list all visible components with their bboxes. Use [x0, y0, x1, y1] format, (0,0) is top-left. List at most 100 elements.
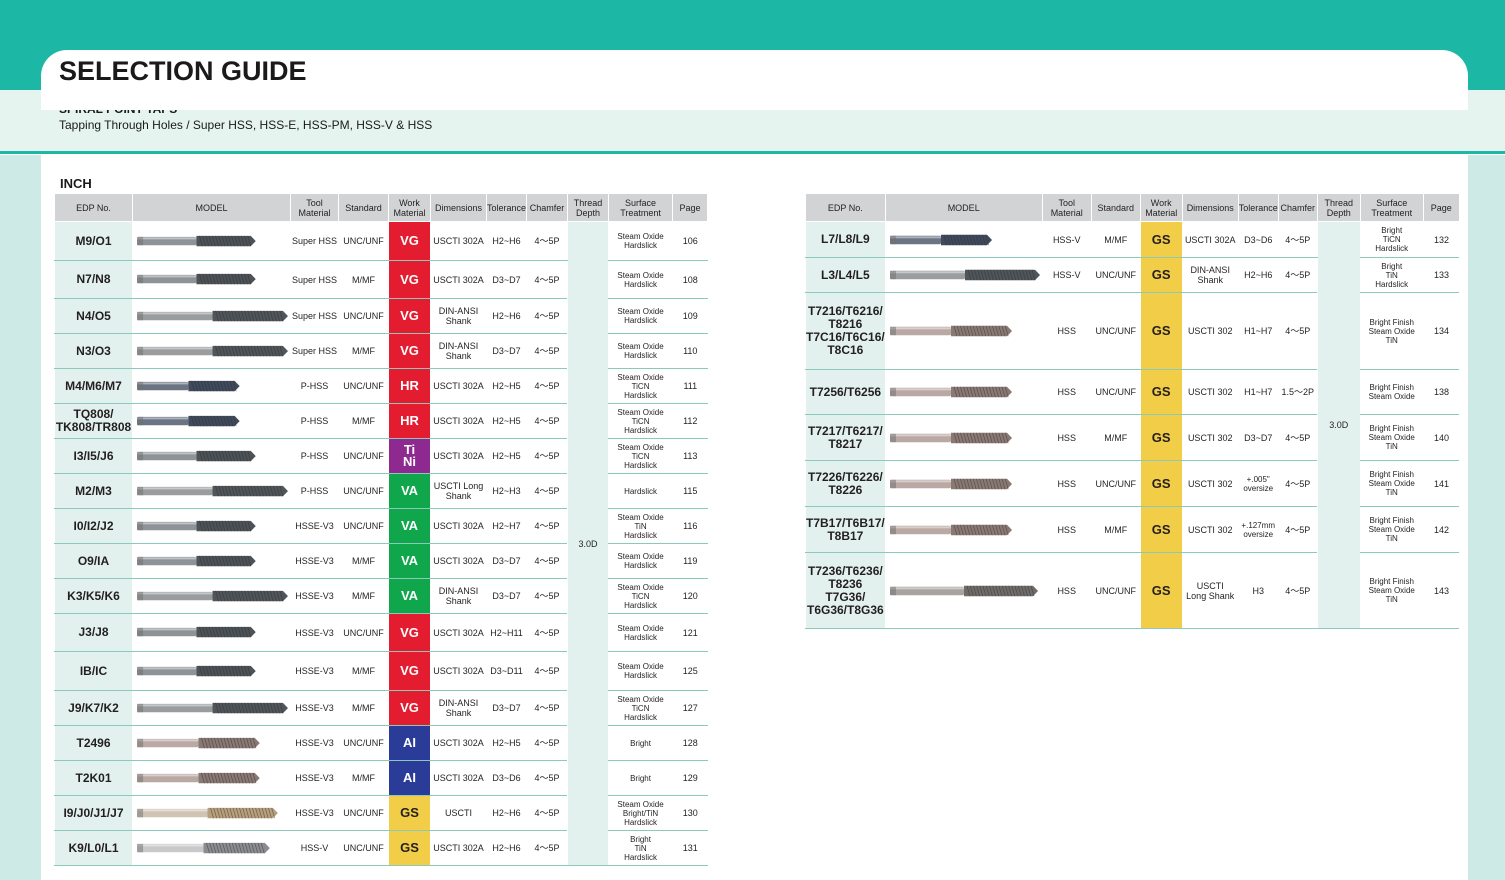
col-tool-material-text: Material — [298, 207, 331, 218]
chamfer: 4～5P — [526, 613, 568, 652]
col-chamfer-text: Chamfer — [1280, 202, 1315, 213]
edp-cell: K9/L0/L1 — [54, 830, 133, 866]
tap-image — [137, 520, 256, 532]
tolerance-text: H2~H6 — [492, 808, 521, 818]
tolerance-text: D3~D7 — [492, 346, 521, 356]
tolerance-text: +.127mm — [1241, 520, 1275, 530]
dimensions: USCTI Long Shank — [1181, 552, 1239, 629]
chamfer: 4～5P — [526, 260, 568, 299]
surface-treatment-text: TiN — [1385, 270, 1398, 280]
standard: UNC/UNF — [338, 368, 389, 404]
standard: UNC/UNF — [338, 221, 389, 261]
edp-number: T7G36/ — [825, 589, 866, 604]
tolerance-text: H2~H3 — [492, 486, 521, 496]
col-surface-treatment: Surface Treatment — [608, 193, 674, 222]
work-material-code: VG — [400, 663, 419, 678]
chamfer: 4～5P — [526, 690, 568, 726]
tool-material: HSS — [1041, 506, 1092, 553]
model-cell — [132, 725, 291, 761]
dimensions-text: USCTI 302 — [1187, 478, 1233, 489]
dimensions: USCTI 302A — [430, 613, 487, 652]
tool-material: P-HSS — [290, 403, 339, 439]
tap-image — [889, 386, 1012, 398]
dimensions-text: Shank — [445, 316, 472, 326]
page-number: 141 — [1422, 460, 1460, 507]
table-row: T7217/T6217/T8217 HSS M/MF GS USCTI 302 D3~D7… — [805, 414, 1460, 461]
model-cell — [132, 795, 291, 831]
surface-treatment: Steam Oxide Hardslick — [608, 221, 673, 261]
table-row: I9/J0/J1/J7 HSSE-V3 UNC/UNF GS USCTI H2~H6 4～5… — [54, 795, 708, 831]
dimensions-text: USCTI — [445, 808, 472, 818]
surface-treatment-text: TiN — [634, 521, 647, 531]
tap-image — [137, 310, 288, 322]
surface-treatment: Steam Oxide TiCN Hardslick — [608, 578, 673, 614]
standard: UNC/UNF — [338, 830, 389, 866]
edp-number: M9/O1 — [75, 233, 112, 248]
work-material-badge: GS — [388, 830, 431, 866]
surface-treatment-text: TiN — [1385, 488, 1398, 497]
surface-treatment-text: Steam Oxide — [617, 623, 664, 633]
tolerance-text: H3 — [1252, 585, 1264, 596]
model-cell — [132, 333, 291, 369]
dimensions-text: USCTI 302A — [433, 627, 484, 638]
tolerance: H2~H6 — [485, 298, 527, 334]
col-work-material: Work Material — [1139, 193, 1183, 222]
surface-treatment-text: Hardslick — [624, 632, 657, 642]
surface-treatment-text: Steam Oxide — [617, 512, 664, 522]
tolerance-text: D3~D6 — [1244, 234, 1273, 245]
tool-material: Super HSS — [290, 260, 339, 299]
tolerance-text: D3~D11 — [490, 666, 523, 676]
dimensions: USCTI 302A — [430, 830, 487, 866]
tap-image — [137, 842, 270, 854]
edp-number: I9/J0/J1/J7 — [63, 805, 124, 820]
edp-cell: L7/L8/L9 — [805, 221, 886, 258]
page-number: 132 — [1422, 221, 1460, 258]
table-row: T7236/T6236/T8236 T7G36/T6G36/T8G36 HSS UNC… — [805, 552, 1460, 629]
work-material-code: GS — [1151, 429, 1171, 445]
tap-image — [889, 524, 1012, 535]
dimensions-text: DIN-ANSI — [438, 341, 479, 351]
surface-treatment-text: TiCN — [1382, 235, 1401, 244]
tolerance-text: D3~D7 — [492, 591, 521, 601]
standard: UNC/UNF — [338, 795, 389, 831]
work-material-code: AI — [403, 735, 416, 750]
tap-image — [137, 450, 256, 462]
surface-treatment-text: Hardslick — [624, 279, 657, 289]
surface-treatment-text: Hardslick — [1375, 244, 1409, 253]
dimensions: USCTI 302A — [430, 438, 487, 474]
standard: UNC/UNF — [338, 508, 389, 544]
surface-treatment: Bright Finish Steam Oxide TiN — [1359, 414, 1424, 461]
surface-treatment: Bright TiN Hardslick — [1359, 257, 1424, 293]
edp-cell: I9/J0/J1/J7 — [54, 795, 133, 831]
table-row: T2496 HSSE-V3 UNC/UNF AI USCTI 302A H2~H5 4～5P… — [54, 725, 708, 761]
dimensions: USCTI 302A — [430, 221, 487, 261]
col-thread-depth: Thread Depth — [1316, 193, 1361, 222]
surface-treatment-text: Steam Oxide — [617, 662, 664, 671]
surface-treatment-text: Steam Oxide — [1368, 433, 1415, 442]
tolerance-text: D3~D7 — [492, 556, 521, 566]
surface-treatment-text: Hardslick — [624, 316, 657, 325]
tolerance-text: H2~H5 — [492, 451, 521, 461]
table-row: TQ808/TK808/TR808 P-HSS M/MF HR USCTI 302A H2… — [54, 403, 708, 439]
work-material-badge: VG — [388, 690, 431, 726]
model-cell — [132, 690, 291, 726]
chamfer: 4～5P — [526, 543, 568, 579]
col-tool-material: Tool Material — [290, 193, 339, 222]
work-material-code: GS — [1151, 475, 1171, 491]
edp-number: TQ808/ — [73, 407, 114, 421]
tolerance: D3~D11 — [485, 651, 527, 691]
tolerance: D3~D7 — [485, 260, 527, 299]
tool-material: HSSE-V3 — [290, 543, 339, 579]
edp-cell: T7216/T6216/T8216 T7C16/T6C16/T8C16 — [805, 292, 886, 370]
work-material-code: HR — [400, 378, 419, 393]
edp-number: I3/I5/J6 — [73, 448, 114, 463]
edp-number: L3/L4/L5 — [821, 267, 870, 282]
edp-number: T7B17/T6B17/ — [806, 515, 885, 530]
edp-cell: K3/K5/K6 — [54, 578, 133, 614]
dimensions: DIN-ANSI Shank — [430, 690, 487, 726]
surface-treatment-text: Steam Oxide — [617, 442, 664, 452]
page-number: 111 — [672, 368, 708, 404]
model-cell — [884, 506, 1043, 553]
col-tool-material-text: Material — [1050, 207, 1083, 218]
page-number: 133 — [1422, 257, 1460, 293]
